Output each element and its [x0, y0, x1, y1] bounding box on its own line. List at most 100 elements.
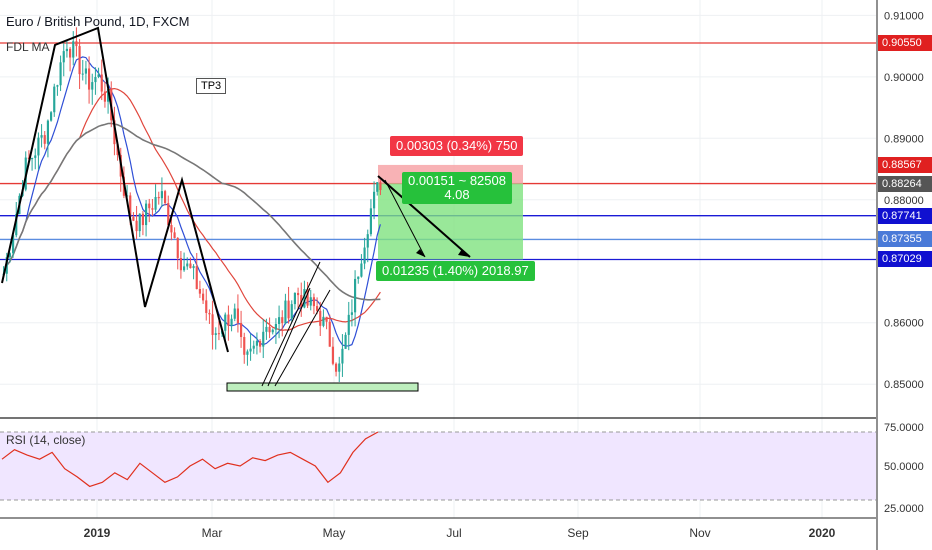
- candle-body-77: [246, 351, 249, 355]
- candle-body-24: [78, 46, 81, 75]
- x-tick-label: Mar: [202, 526, 223, 540]
- candle-body-11: [37, 137, 40, 156]
- candle-body-92: [293, 292, 296, 305]
- candle-body-3: [12, 235, 15, 254]
- candle-body-66: [211, 314, 214, 335]
- candle-body-91: [290, 304, 293, 319]
- rsi-label: RSI (14, close): [6, 433, 86, 447]
- candle-body-17: [56, 85, 59, 87]
- target-arrow-main: [377, 175, 471, 258]
- candle-body-40: [129, 195, 132, 217]
- candle-body-28: [91, 82, 94, 90]
- candle-body-108: [344, 334, 347, 349]
- candle-body-50: [160, 191, 163, 199]
- candle-body-78: [249, 348, 252, 352]
- candle-body-105: [335, 363, 338, 372]
- reward-label: 0.01235 (1.40%) 2018.97: [376, 261, 535, 281]
- rsi-pane: [0, 417, 876, 519]
- candle-body-25: [81, 73, 84, 75]
- price-tag-4: 0.87355: [878, 231, 932, 248]
- candle-body-56: [179, 257, 182, 271]
- candle-body-112: [357, 276, 360, 279]
- candle-body-87: [278, 317, 281, 324]
- y-tick-label: 0.88000: [884, 195, 924, 207]
- candle-body-71: [227, 314, 230, 326]
- candle-body-97: [309, 297, 312, 306]
- moving-averages: [2, 56, 381, 347]
- candle-body-47: [151, 208, 154, 210]
- candle-body-12: [40, 135, 43, 138]
- rsi-tick-label: 25.0000: [884, 503, 924, 515]
- candle-body-63: [202, 293, 205, 301]
- trend-line-1: [261, 261, 321, 387]
- candle-body-59: [189, 263, 192, 269]
- candle-body-95: [303, 289, 306, 308]
- candle-body-106: [338, 363, 341, 372]
- candle-body-33: [107, 89, 110, 102]
- candle-body-65: [208, 312, 211, 315]
- candle-body-100: [319, 310, 322, 326]
- candle-body-41: [132, 216, 135, 221]
- ratio-line-1: 0.00151 ~ 82508: [408, 173, 506, 188]
- candle-body-115: [366, 234, 369, 248]
- x-tick-label: May: [323, 526, 346, 540]
- price-tag-5: 0.87029: [878, 251, 932, 268]
- price-tag-0: 0.90550: [878, 35, 932, 52]
- candle-body-86: [274, 323, 277, 330]
- target-arrow-alt: [384, 179, 426, 258]
- candle-body-55: [176, 237, 179, 258]
- candle-body-114: [363, 247, 366, 264]
- candle-body-85: [271, 329, 274, 333]
- candle-body-9: [31, 157, 34, 160]
- candle-body-113: [360, 263, 363, 277]
- trend-drawings: [1, 26, 471, 387]
- candle-body-23: [75, 41, 78, 47]
- candle-body-14: [46, 120, 49, 144]
- rsi-tick-label: 50.0000: [884, 461, 924, 473]
- x-tick-label: 2020: [809, 526, 836, 540]
- candle-body-22: [72, 41, 75, 58]
- candle-body-35: [113, 120, 116, 145]
- candle-body-117: [373, 191, 376, 209]
- candle-body-49: [157, 196, 160, 199]
- x-tick-label: Nov: [689, 526, 710, 540]
- candle-body-60: [192, 266, 195, 269]
- ratio-label: 0.00151 ~ 82508 4.08: [402, 172, 512, 204]
- zigzag-pattern: [1, 26, 229, 353]
- x-tick-label: 2019: [84, 526, 111, 540]
- candle-body-76: [243, 337, 246, 355]
- rsi-tick-label: 75.0000: [884, 422, 924, 434]
- tp3-label: TP3: [196, 78, 227, 94]
- candle-body-70: [224, 314, 227, 331]
- candle-body-46: [148, 203, 151, 209]
- x-tick-label: Sep: [567, 526, 589, 540]
- candle-body-48: [154, 196, 157, 210]
- candle-body-98: [312, 297, 315, 307]
- candle-body-45: [145, 203, 148, 226]
- candle-body-67: [214, 333, 217, 335]
- candle-body-15: [50, 112, 53, 121]
- candle-body-90: [287, 300, 290, 319]
- candle-body-58: [186, 263, 189, 267]
- candle-body-4: [15, 214, 18, 236]
- candle-body-2: [8, 253, 11, 258]
- x-tick-label: Jul: [446, 526, 461, 540]
- candle-body-82: [262, 331, 265, 347]
- chart-title: Euro / British Pound, 1D, FXCM: [6, 14, 190, 29]
- support-box: [226, 382, 419, 392]
- candle-body-20: [65, 48, 68, 52]
- y-tick-label: 0.86000: [884, 318, 924, 330]
- ma-fast-line: [3, 56, 381, 347]
- y-tick-label: 0.89000: [884, 133, 924, 145]
- candle-body-104: [331, 346, 334, 364]
- candle-body-61: [195, 266, 198, 290]
- candle-body-19: [62, 51, 65, 63]
- candle-body-111: [354, 278, 357, 313]
- candle-body-31: [100, 74, 103, 92]
- price-tag-3: 0.87741: [878, 207, 932, 224]
- candle-body-43: [138, 213, 141, 232]
- price-tag-2: 0.88264: [878, 175, 932, 192]
- candle-body-110: [350, 312, 353, 315]
- candle-body-80: [255, 341, 258, 346]
- rsi-line: [1, 431, 379, 488]
